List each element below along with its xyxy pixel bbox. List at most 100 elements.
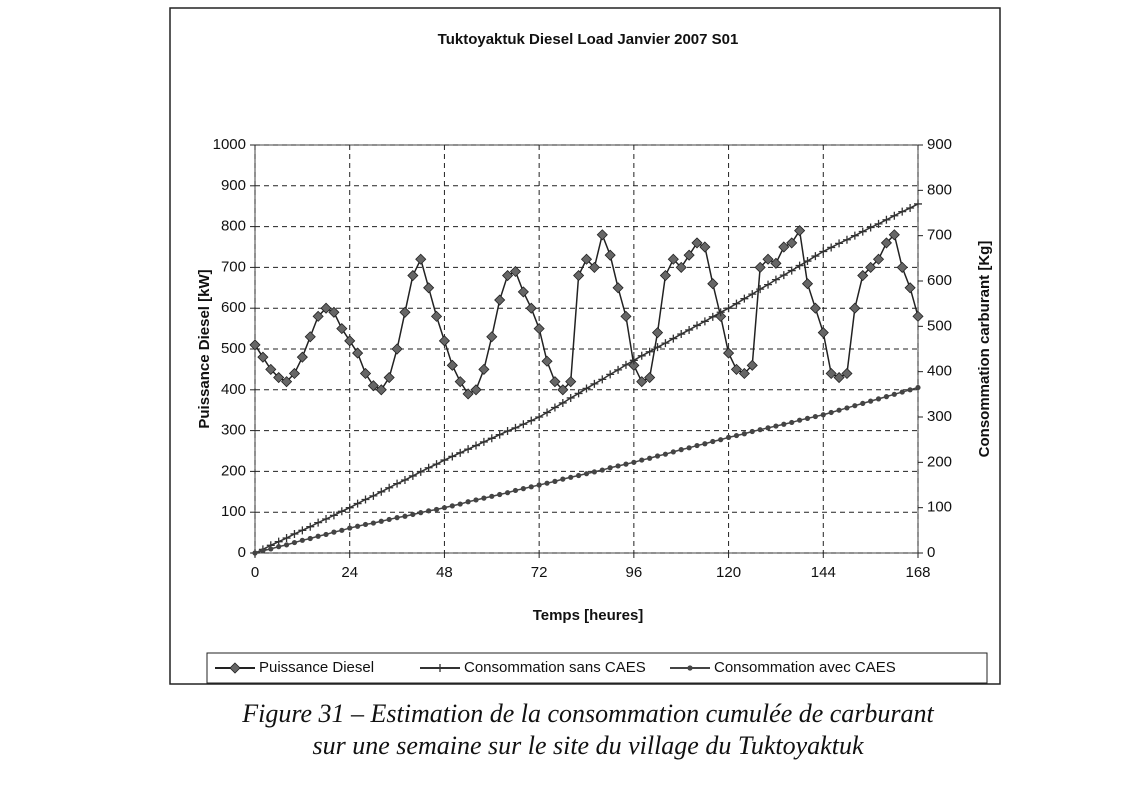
point (906, 204, 915, 213)
point (645, 347, 654, 356)
point (329, 511, 338, 520)
point (260, 548, 266, 554)
legend-label: Puissance Diesel (259, 659, 374, 676)
point (320, 302, 332, 314)
point (426, 508, 432, 514)
legend-marker (436, 664, 444, 672)
point (249, 339, 261, 351)
point (486, 331, 498, 343)
point (265, 363, 277, 375)
point (749, 428, 755, 435)
point (527, 416, 536, 425)
point (754, 261, 766, 273)
point (448, 452, 457, 461)
point (670, 449, 676, 455)
point (544, 480, 550, 486)
point (636, 376, 648, 388)
point (827, 243, 836, 252)
point (560, 476, 566, 482)
point (418, 510, 424, 516)
x-tick-label: 144 (811, 564, 836, 581)
chart-frame (169, 7, 1001, 685)
y2-tick-label: 800 (927, 181, 952, 198)
point (801, 278, 814, 290)
point (291, 539, 298, 546)
point (686, 445, 692, 451)
point (282, 534, 291, 543)
point (465, 499, 471, 505)
caption-line: Figure 31 – Estimation de la consommatio… (241, 699, 934, 728)
point (512, 487, 519, 494)
point (407, 269, 419, 282)
point (596, 229, 608, 241)
point (568, 474, 574, 480)
point (423, 282, 435, 294)
point (558, 398, 567, 407)
point (552, 478, 558, 484)
point (770, 257, 782, 269)
point (509, 265, 522, 278)
point (322, 515, 331, 523)
point (865, 261, 877, 273)
point (355, 523, 361, 529)
point (502, 269, 514, 282)
point (765, 425, 771, 431)
point (386, 516, 392, 523)
point (520, 486, 526, 492)
y2-tick-label: 0 (927, 544, 935, 561)
point (899, 389, 905, 395)
point (347, 525, 353, 531)
point (394, 515, 400, 521)
legend-label: Consommation sans CAES (464, 659, 646, 676)
point (898, 207, 907, 216)
point (915, 384, 921, 391)
point (604, 249, 616, 261)
point (620, 310, 632, 322)
y-tick-label: 700 (221, 258, 246, 275)
y2-tick-label: 500 (927, 317, 952, 334)
point (361, 495, 370, 504)
y-tick-label: 500 (221, 340, 246, 357)
point (707, 278, 719, 290)
point (391, 343, 403, 355)
y2-tick-label: 200 (927, 453, 952, 470)
point (588, 261, 600, 273)
point (306, 522, 315, 531)
point (438, 335, 450, 347)
point (614, 365, 623, 374)
point (875, 396, 882, 402)
point (708, 312, 717, 321)
point (781, 421, 787, 427)
y2-tick-label: 600 (927, 272, 952, 289)
point (378, 518, 384, 524)
point (880, 237, 892, 249)
point (424, 463, 433, 472)
point (315, 533, 321, 539)
point (591, 469, 597, 475)
point (621, 360, 630, 369)
point (472, 441, 480, 450)
point (304, 331, 316, 343)
point (344, 335, 356, 347)
point (252, 550, 258, 556)
y2-tick-label: 400 (927, 363, 952, 380)
point (478, 363, 490, 375)
point (336, 323, 348, 335)
point (738, 367, 750, 380)
point (631, 459, 637, 465)
point (430, 310, 443, 322)
point (369, 491, 378, 500)
point (661, 339, 670, 348)
point (723, 347, 735, 359)
point (415, 253, 427, 265)
point (276, 544, 282, 550)
point (842, 235, 851, 244)
point (441, 505, 448, 511)
point (787, 266, 796, 275)
point (385, 483, 394, 492)
point (812, 413, 818, 420)
point (573, 269, 585, 282)
point (803, 257, 812, 266)
point (669, 334, 678, 343)
